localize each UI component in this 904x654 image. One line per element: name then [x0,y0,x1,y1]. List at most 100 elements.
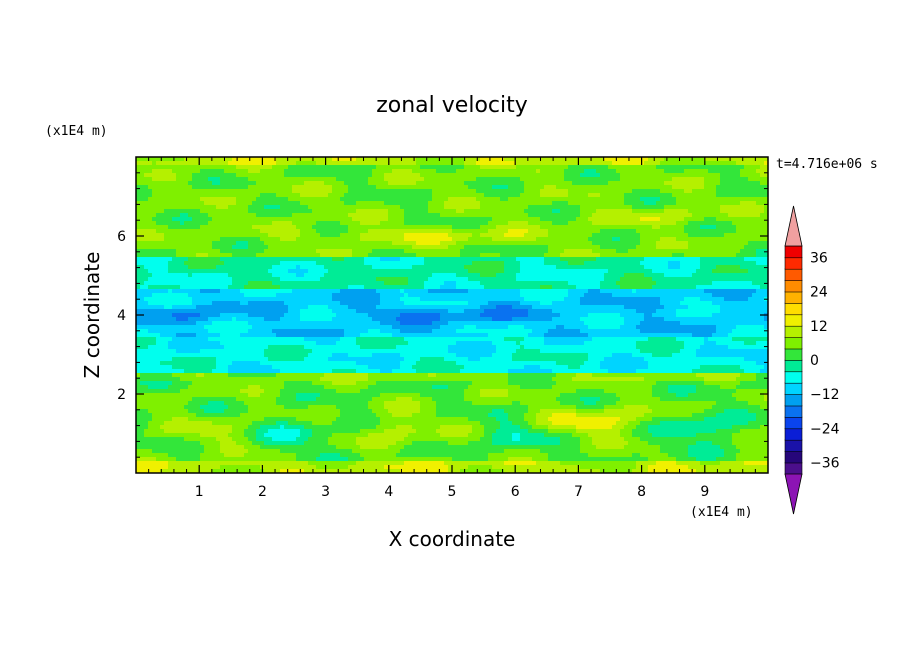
field-cell [548,161,553,166]
field-cell [280,209,285,214]
field-cell [292,189,297,194]
field-cell [324,241,329,246]
field-cell [140,245,145,250]
field-cell [484,161,489,166]
field-cell [712,161,717,166]
field-cell [176,269,181,274]
field-cell [144,173,149,178]
field-cell [492,169,497,174]
field-cell [388,225,393,230]
field-cell [144,181,149,186]
field-cell [604,181,609,186]
field-cell [224,249,229,254]
field-cell [280,157,285,162]
field-cell [144,281,149,286]
field-cell [208,189,213,194]
field-cell [388,213,393,218]
field-cell [160,245,165,250]
field-cell [544,229,549,234]
field-cell [340,177,345,182]
field-cell [356,257,361,262]
field-cell [200,261,205,266]
field-cell [616,225,621,230]
field-cell [320,213,325,218]
field-cell [392,193,397,198]
field-cell [640,197,645,202]
field-cell [416,169,421,174]
field-cell [492,237,497,242]
field-cell [184,193,189,198]
field-cell [216,165,221,170]
field-cell [700,185,705,190]
field-cell [604,177,609,182]
field-cell [372,257,377,262]
field-cell [280,197,285,202]
field-cell [336,189,341,194]
field-cell [600,253,605,258]
field-cell [136,189,141,194]
field-cell [344,173,349,178]
field-cell [256,165,261,170]
field-cell [508,229,513,234]
field-cell [148,253,153,258]
field-cell [220,169,225,174]
field-cell [340,273,345,278]
field-cell [172,185,177,190]
field-cell [144,177,149,182]
field-cell [744,181,749,186]
field-cell [552,205,557,210]
field-cell [264,253,269,258]
field-cell [380,257,385,262]
field-cell [288,181,293,186]
field-cell [604,173,609,178]
field-cell [300,181,305,186]
field-cell [452,241,457,246]
field-cell [532,189,537,194]
field-cell [184,165,189,170]
field-cell [368,177,373,182]
field-cell [508,269,513,274]
field-cell [316,193,321,198]
field-cell [592,221,597,226]
field-cell [624,225,629,230]
field-cell [412,217,417,222]
field-cell [380,277,385,282]
field-cell [716,245,721,250]
field-cell [400,221,405,226]
field-cell [540,201,545,206]
field-cell [692,229,697,234]
field-cell [172,165,177,170]
field-cell [544,261,549,266]
field-cell [432,273,437,278]
field-cell [336,193,341,198]
field-cell [388,253,393,258]
field-cell [328,277,333,282]
field-cell [508,237,513,242]
field-cell [428,193,433,198]
field-cell [184,277,189,282]
field-cell [676,181,681,186]
field-cell [196,185,201,190]
field-cell [356,277,361,282]
field-cell [172,189,177,194]
field-cell [424,213,429,218]
field-cell [416,265,421,270]
field-cell [328,189,333,194]
field-cell [380,161,385,166]
field-cell [764,161,768,166]
field-cell [572,257,577,262]
field-cell [696,217,701,222]
field-cell [444,257,449,262]
field-cell [512,181,517,186]
field-cell [176,197,181,202]
field-cell [472,221,477,226]
field-cell [560,277,565,282]
field-cell [480,229,485,234]
field-cell [356,193,361,198]
field-cell [288,225,293,230]
field-cell [520,265,525,270]
field-cell [612,201,617,206]
field-cell [624,169,629,174]
field-cell [160,169,165,174]
field-cell [292,181,297,186]
